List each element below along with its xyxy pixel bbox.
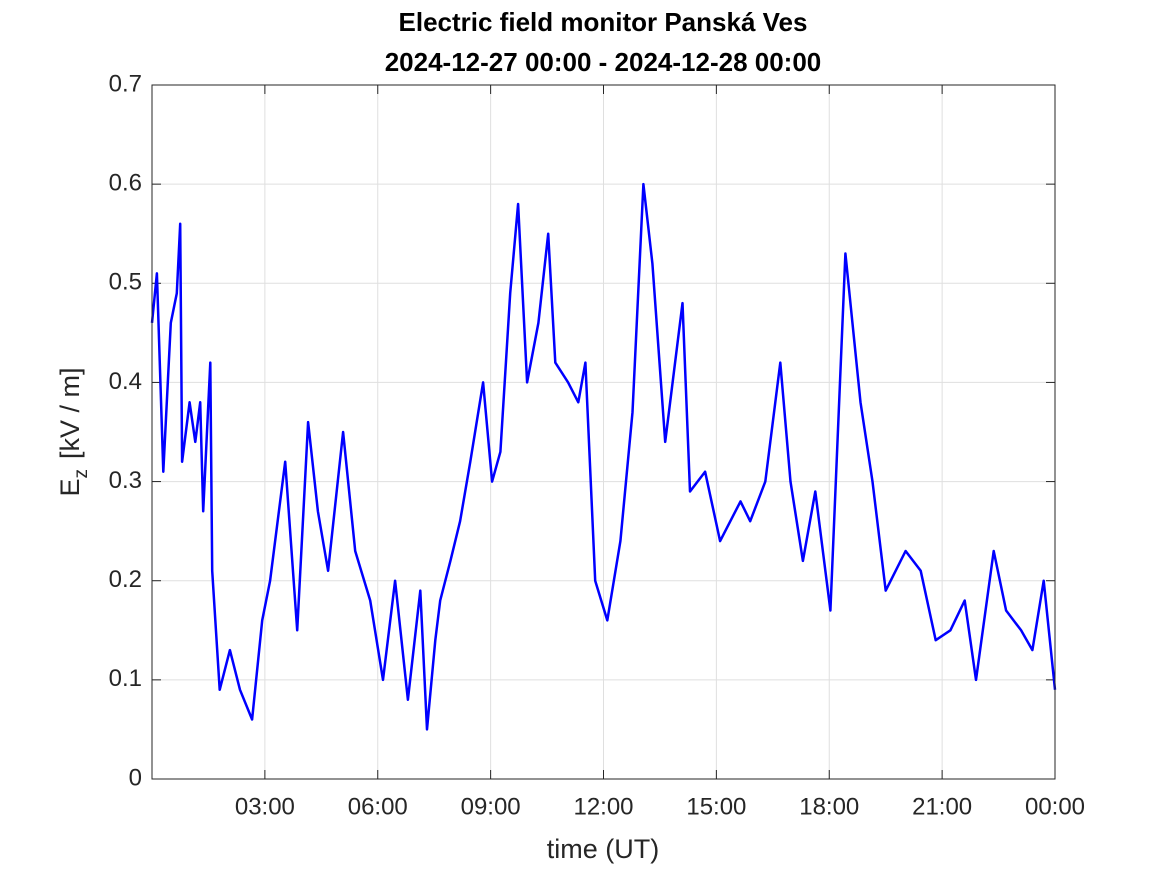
y-tick-label: 0 (129, 764, 142, 791)
x-tick-label: 06:00 (348, 793, 408, 820)
y-tick-label: 0.3 (109, 467, 142, 494)
x-tick-label: 15:00 (686, 793, 746, 820)
x-tick-label: 12:00 (573, 793, 633, 820)
x-tick-label: 03:00 (235, 793, 295, 820)
y-tick-label: 0.4 (109, 368, 142, 395)
y-tick-label: 0.1 (109, 665, 142, 692)
y-tick-label: 0.5 (109, 269, 142, 296)
y-label-symbol: E (55, 479, 85, 497)
x-tick-label: 00:00 (1025, 793, 1085, 820)
y-label-unit: [kV / m] (55, 367, 85, 459)
chart-title: Electric field monitor Panská Ves (399, 7, 808, 37)
x-tick-label: 09:00 (461, 793, 521, 820)
y-label-subscript: z (71, 469, 92, 479)
y-tick-label: 0.6 (109, 169, 142, 196)
y-tick-label: 0.2 (109, 566, 142, 593)
plot-frame (151, 84, 1056, 780)
x-tick-label: 18:00 (799, 793, 859, 820)
chart-subtitle: 2024-12-27 00:00 - 2024-12-28 00:00 (385, 47, 822, 77)
x-tick-label: 21:00 (912, 793, 972, 820)
y-axis-label: Ez [kV / m] (55, 367, 92, 496)
y-tick-label: 0.7 (109, 70, 142, 97)
data-line (150, 182, 1057, 731)
x-axis-label: time (UT) (547, 834, 659, 864)
